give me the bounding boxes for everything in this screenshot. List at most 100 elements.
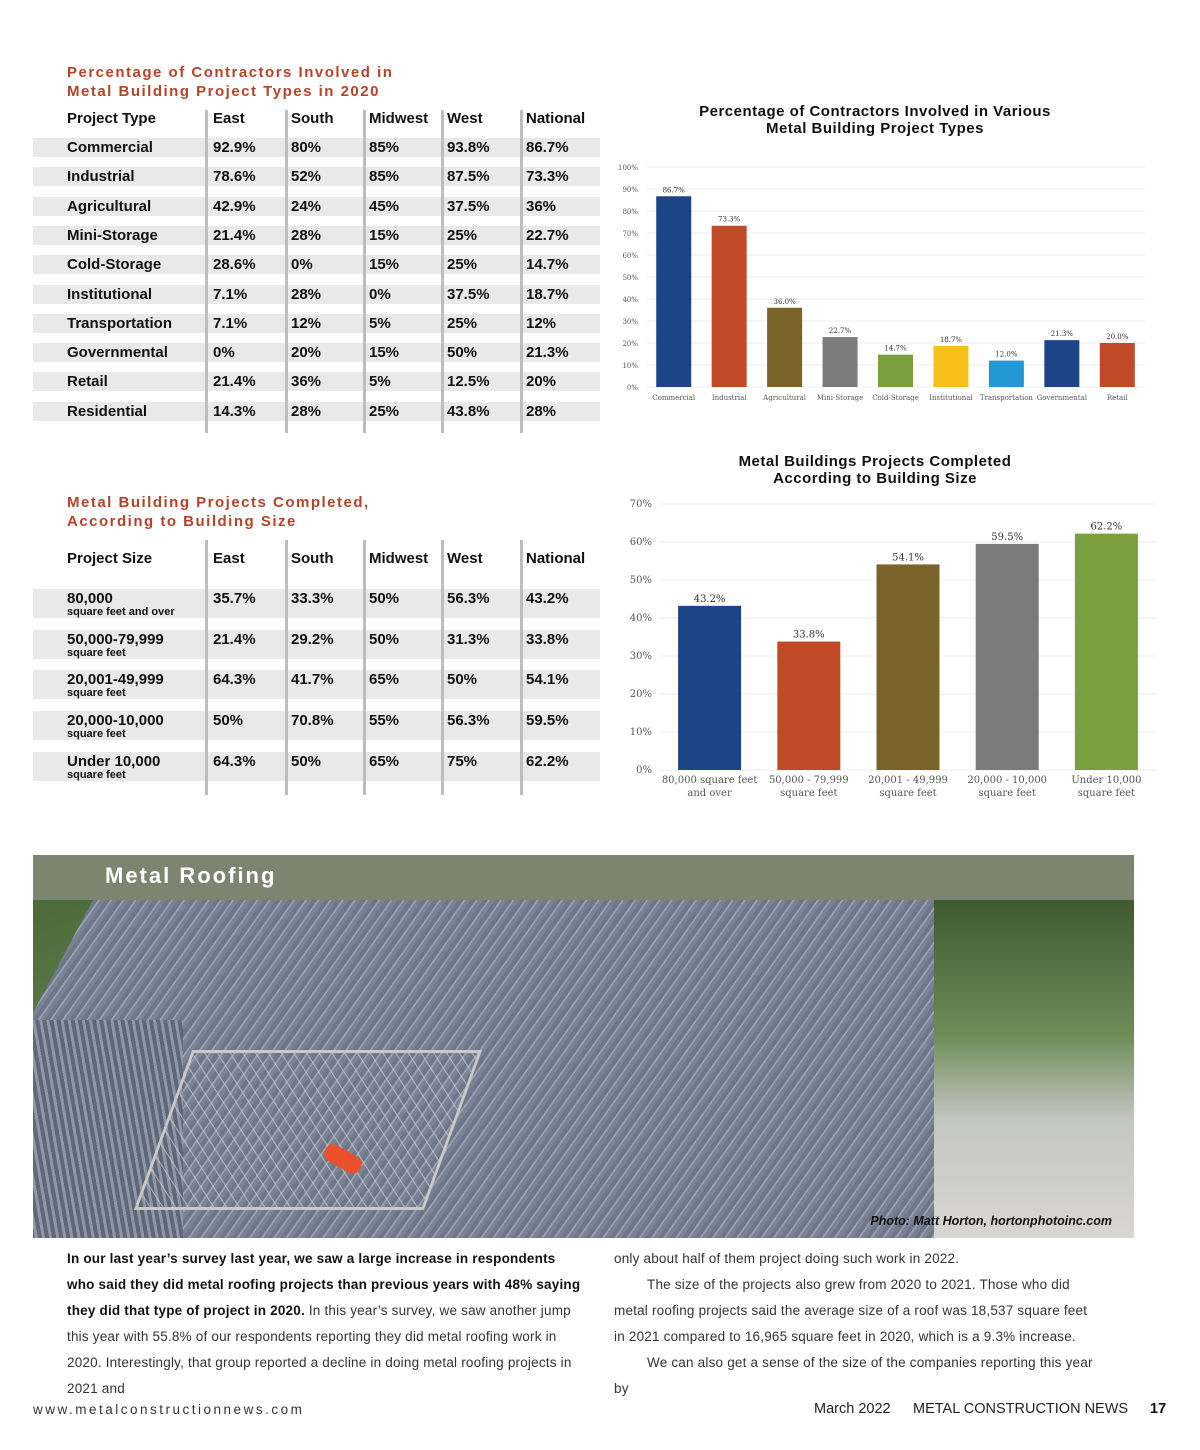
table-cell: 50% — [369, 590, 400, 607]
table-cell: 21.4% — [213, 373, 256, 391]
column-divider — [285, 540, 288, 795]
table-cell: 15% — [369, 256, 400, 274]
column-header: Project Size — [67, 550, 153, 567]
y-tick-label: 40% — [622, 296, 638, 304]
table-cell: 59.5% — [526, 712, 569, 730]
table-cell: 0% — [213, 344, 235, 362]
x-tick-label: 50,000 - 79,999 — [769, 775, 849, 786]
bar — [711, 225, 747, 387]
table-cell: 41.7% — [291, 671, 334, 689]
bar — [1099, 343, 1135, 387]
footer-date: March 2022 — [814, 1401, 891, 1417]
size-unit: square feet — [67, 768, 126, 781]
size-unit: square feet — [67, 687, 126, 700]
table-cell: 37.5% — [447, 197, 490, 215]
table-cell: 50% — [447, 671, 478, 689]
table-cell: Retail — [67, 373, 108, 391]
table-cell: 21.4% — [213, 630, 256, 648]
table-header: Project Size East South Midwest West National — [33, 550, 600, 570]
data-label: 54.1% — [892, 552, 924, 563]
footer-url[interactable]: www.metalconstructionnews.com — [33, 1402, 305, 1417]
size-unit: square feet and over — [67, 606, 175, 618]
column-divider — [363, 540, 366, 795]
title-line: Percentage of Contractors Involved in Va… — [699, 103, 1051, 120]
section-title: Metal Roofing — [105, 863, 277, 888]
table-cell: 73.3% — [526, 168, 569, 186]
ground-area — [934, 900, 1134, 1238]
footer-publication: METAL CONSTRUCTION NEWS — [913, 1401, 1129, 1417]
y-tick-label: 80% — [622, 208, 638, 216]
table-cell: 75% — [447, 752, 478, 770]
table-cell: 12.5% — [447, 373, 490, 391]
table-cell: 25% — [447, 314, 478, 332]
table-row: Residential 14.3% 28% 25% 43.8% 28% — [33, 401, 600, 421]
column-header: Midwest — [369, 550, 429, 567]
table-row: Cold-Storage 28.6% 0% 15% 25% 14.7% — [33, 255, 600, 275]
x-tick-label: Industrial — [712, 394, 747, 402]
title-line: Metal Building Projects Completed, — [67, 494, 370, 511]
table-cell: 56.3% — [447, 590, 490, 607]
title-line: According to Building Size — [67, 513, 297, 530]
size-range: 50,000-79,999 — [67, 630, 164, 648]
column-divider — [205, 110, 208, 433]
table-row: Commercial 92.9% 80% 85% 93.8% 86.7% — [33, 138, 600, 157]
size-range: 20,001-49,999 — [67, 671, 164, 689]
table-row: 80,000 square feet and over 35.7% 33.3% 50% 5… — [33, 589, 600, 618]
table-cell: 45% — [369, 197, 400, 215]
table-cell: 28.6% — [213, 256, 256, 274]
x-tick-label: square feet — [879, 788, 936, 799]
size-range: Under 10,000 — [67, 752, 161, 770]
table-cell: 43.8% — [447, 402, 490, 420]
data-label: 14.7% — [884, 345, 907, 353]
table-cell: 12% — [526, 314, 557, 332]
table-cell: 80% — [291, 139, 322, 156]
table-cell: 55% — [369, 712, 400, 730]
table-row: Transportation 7.1% 12% 5% 25% 12% — [33, 313, 600, 333]
table-row: 20,000-10,000 square feet 50% 70.8% 55% 56.3%… — [33, 711, 600, 741]
building-size-table: Project Size East South Midwest West National… — [33, 540, 600, 795]
y-tick-label: 60% — [630, 537, 652, 548]
table-cell: Governmental — [67, 344, 168, 362]
column-divider — [285, 110, 288, 433]
table-cell: 52% — [291, 168, 322, 186]
chart1-title: Percentage of Contractors Involved in Va… — [640, 103, 1110, 137]
data-label: 22.7% — [829, 327, 852, 335]
table-row: Industrial 78.6% 52% 85% 87.5% 73.3% — [33, 167, 600, 187]
table-cell: 20% — [526, 373, 557, 391]
column-header: East — [213, 550, 245, 567]
article-lead: In our last year’s survey last year, we … — [67, 1251, 581, 1318]
table-cell: 31.3% — [447, 630, 490, 648]
table-cell: 21.3% — [526, 344, 569, 362]
table1-title: Percentage of Contractors Involved in Met… — [67, 63, 393, 101]
table-row: Retail 21.4% 36% 5% 12.5% 20% — [33, 372, 600, 392]
table-cell: 54.1% — [526, 671, 569, 689]
column-header: West — [447, 550, 483, 567]
table-cell: 28% — [526, 402, 557, 420]
table-cell: 70.8% — [291, 712, 334, 730]
table-cell: 85% — [369, 139, 400, 156]
table-cell: 65% — [369, 752, 400, 770]
project-size-label: 20,000-10,000 square feet — [67, 712, 164, 740]
size-unit: square feet — [67, 646, 126, 659]
x-tick-label: Retail — [1107, 394, 1129, 402]
table-cell: 21.4% — [213, 226, 256, 244]
bar — [878, 354, 913, 387]
article-column-2: only about half of them project doing su… — [614, 1246, 1099, 1402]
data-label: 33.8% — [793, 630, 825, 641]
table-cell: 36% — [526, 197, 557, 215]
table-cell: 35.7% — [213, 590, 256, 607]
x-tick-label: Commercial — [652, 394, 696, 402]
bar — [822, 337, 858, 387]
table-cell: Commercial — [67, 139, 153, 156]
project-types-bar-chart: 0% 10% 20% 30% 40% 50% 60% 70% 80% 90% 100% 86.7% Co… — [618, 164, 1145, 402]
table-cell: 50% — [213, 712, 244, 730]
table-cell: 86.7% — [526, 139, 569, 156]
table-cell: 33.3% — [291, 590, 334, 607]
y-tick-label: 90% — [622, 186, 638, 194]
table-cell: 56.3% — [447, 712, 490, 730]
table-cell: 42.9% — [213, 197, 256, 215]
column-divider — [205, 540, 208, 795]
size-unit: square feet — [67, 728, 126, 741]
table-cell: 15% — [369, 344, 400, 362]
article-text: only about half of them project doing su… — [614, 1251, 960, 1266]
